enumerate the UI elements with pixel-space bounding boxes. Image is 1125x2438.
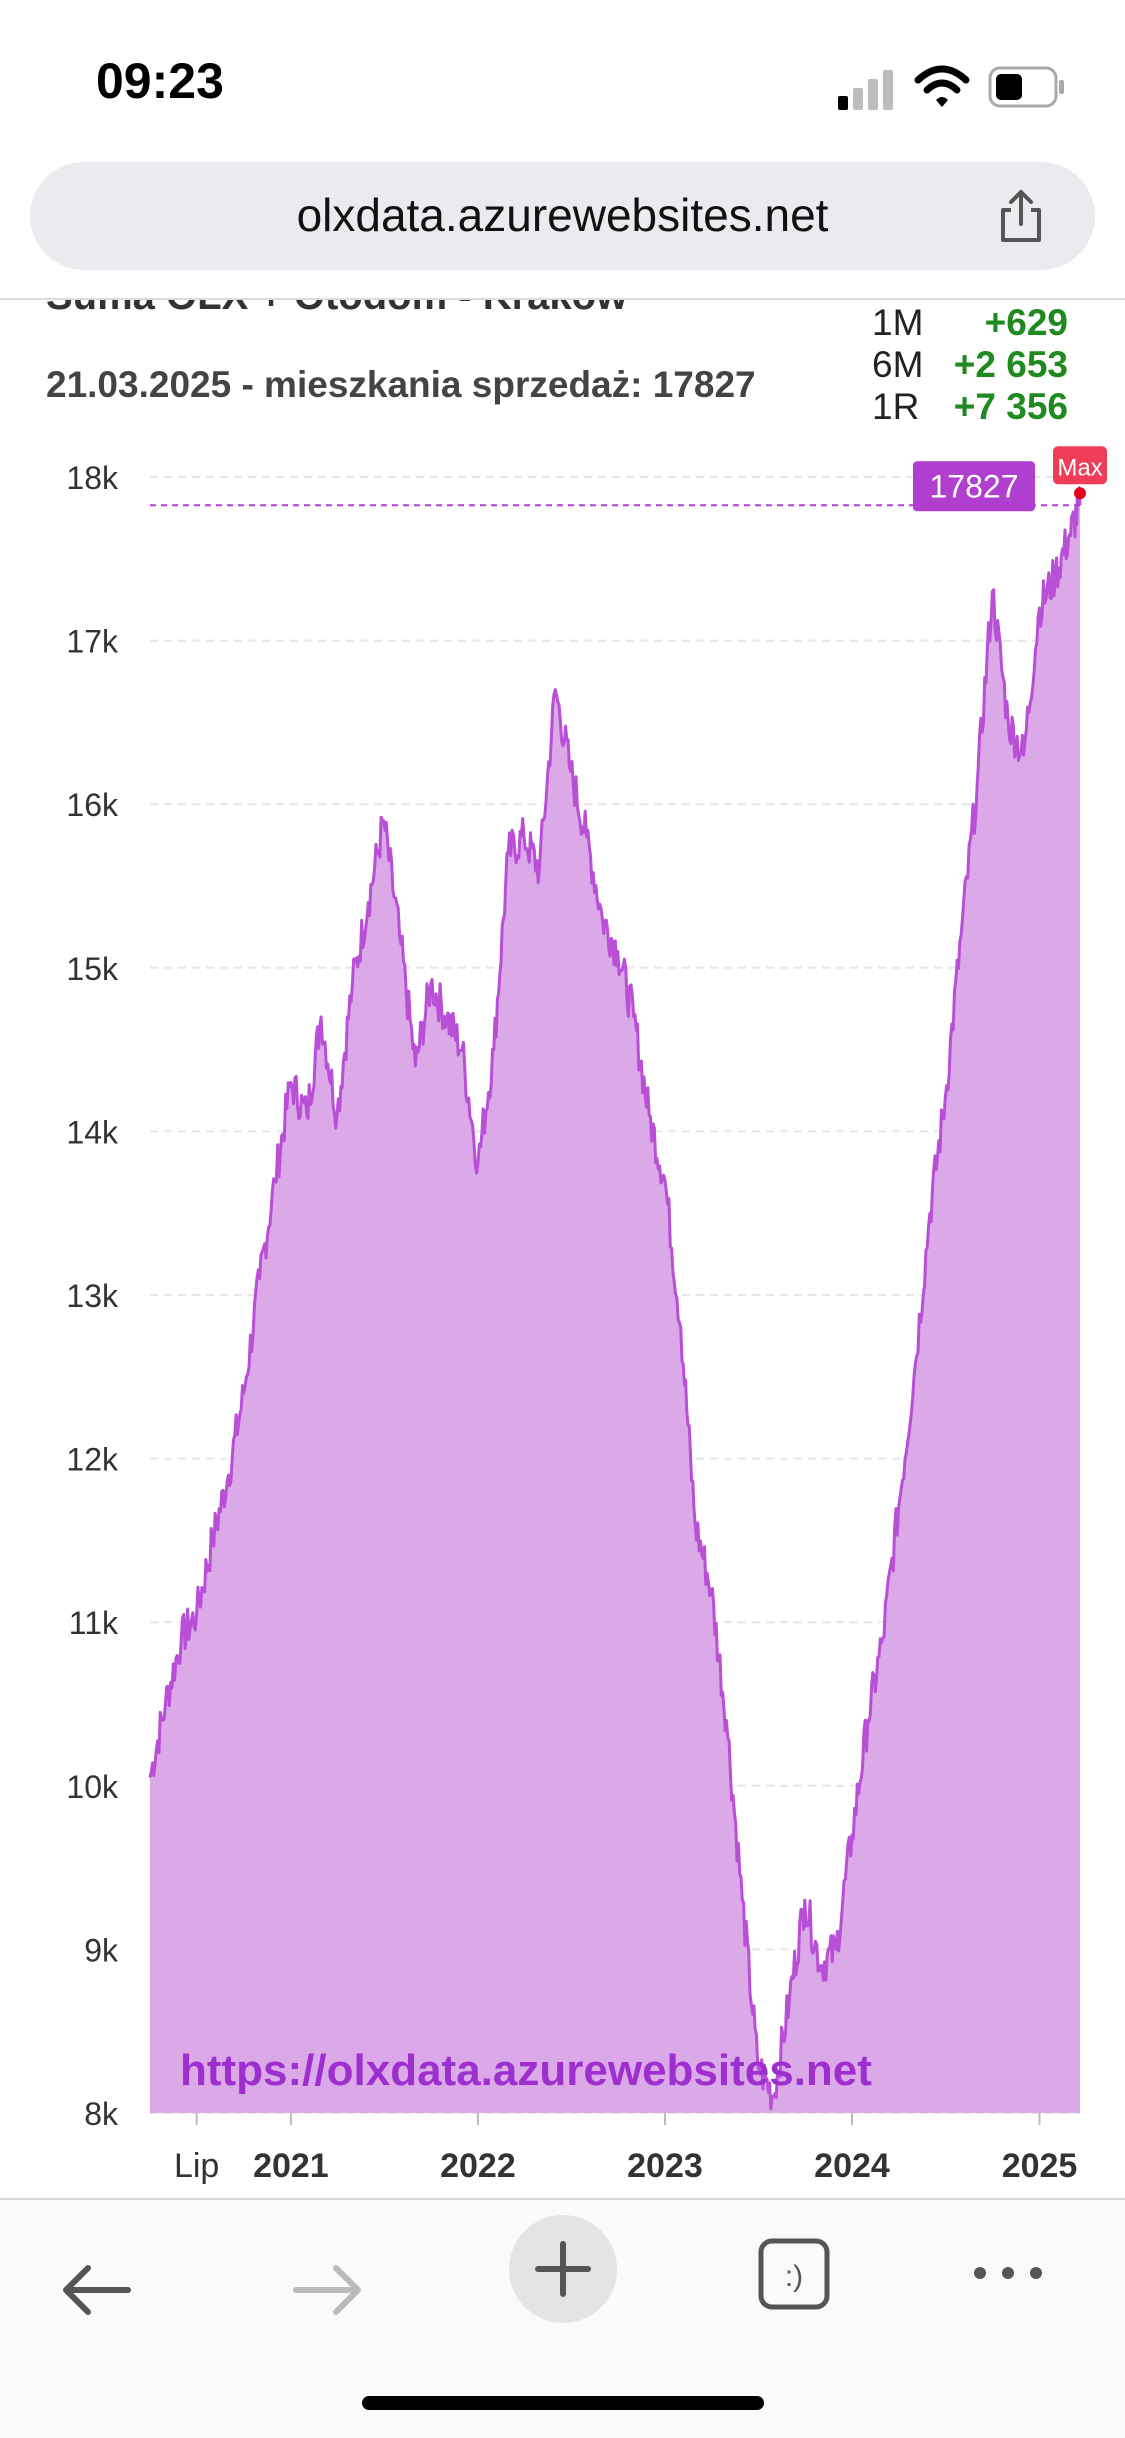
y-tick-label: 18k: [66, 460, 119, 496]
address-separator: [0, 298, 1125, 300]
y-tick-label: 11k: [69, 1605, 119, 1641]
stat-row-1m: 1M +629: [872, 302, 1068, 344]
battery-icon: [988, 66, 1064, 108]
page-title: Suma OLX + Otodom - Kraków: [46, 300, 627, 319]
stat-value: +2 653: [953, 344, 1068, 385]
current-value-badge: [913, 461, 1035, 512]
stat-row-1r: 1R +7 356: [872, 386, 1068, 428]
x-tick-label: Lip: [174, 2147, 219, 2185]
url-text: olxdata.azurewebsites.net: [296, 189, 829, 241]
x-tick-label: 2023: [627, 2147, 703, 2185]
max-label: Max: [1057, 454, 1102, 481]
x-tick-label: 2021: [253, 2147, 329, 2185]
y-tick-label: 13k: [66, 1278, 119, 1314]
series-line: [148, 486, 1082, 2111]
x-tick-label: 2024: [814, 2147, 890, 2185]
max-badge: [1053, 446, 1107, 485]
stat-value: +629: [984, 302, 1068, 343]
area-fill: [150, 487, 1080, 2113]
address-bar[interactable]: olxdata.azurewebsites.net: [30, 162, 1095, 270]
tabs-icon[interactable]: :): [756, 2236, 832, 2312]
svg-text::): :): [785, 2260, 803, 2293]
status-time: 09:23: [96, 53, 224, 109]
new-tab-icon[interactable]: [508, 2214, 618, 2324]
stat-label: 1M: [872, 302, 924, 343]
stats-panel: 1M +629 6M +2 653 1R +7 356: [872, 302, 1068, 428]
y-tick-label: 16k: [66, 787, 119, 823]
stat-row-6m: 6M +2 653: [872, 344, 1068, 386]
x-tick-label: 2022: [440, 2147, 516, 2185]
y-tick-label: 12k: [66, 1442, 119, 1478]
page-subtitle: 21.03.2025 - mieszkania sprzedaż: 17827: [46, 364, 756, 405]
y-tick-label: 14k: [66, 1114, 119, 1150]
y-tick-label: 10k: [66, 1769, 119, 1805]
watermark: https://olxdata.azurewebsites.net: [180, 2046, 872, 2095]
stat-label: 1R: [872, 386, 920, 427]
back-icon[interactable]: [56, 2260, 136, 2320]
share-icon[interactable]: [991, 186, 1051, 246]
page-content: Suma OLX + Otodom - Kraków 21.03.2025 - …: [0, 300, 1125, 2200]
more-icon[interactable]: [968, 2258, 1048, 2288]
signal-icon: [838, 70, 893, 110]
x-tick-label: 2025: [1002, 2147, 1078, 2185]
home-indicator: [362, 2396, 764, 2410]
stat-label: 6M: [872, 344, 924, 385]
area-chart[interactable]: 8k 9k 10k 11k 12k 13k 14k 15k 16k 17k 18k 17827 Max L…: [0, 300, 1125, 2200]
forward-icon[interactable]: [288, 2260, 368, 2320]
wifi-icon: [914, 65, 970, 107]
max-point: [1074, 487, 1086, 500]
stat-value: +7 356: [953, 386, 1068, 427]
status-bar: 09:23: [0, 0, 1125, 160]
y-tick-label: 9k: [84, 1932, 119, 1968]
y-tick-label: 8k: [84, 2096, 119, 2132]
y-tick-label: 17k: [66, 624, 119, 660]
current-value-label: 17827: [930, 468, 1019, 504]
y-tick-label: 15k: [66, 951, 119, 987]
